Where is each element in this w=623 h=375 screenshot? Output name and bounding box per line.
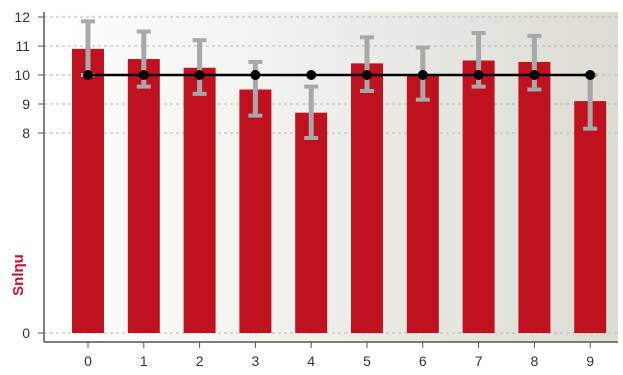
- x-tick-label-5: 5: [363, 353, 371, 369]
- line-point-1: [138, 70, 149, 80]
- line-point-9: [585, 70, 596, 80]
- x-tick-label-7: 7: [475, 353, 483, 369]
- bar-2: [183, 67, 216, 333]
- line-point-2: [194, 70, 205, 80]
- bar-5: [351, 63, 383, 334]
- bar-7: [462, 60, 495, 333]
- y-tick-label-4: 11: [15, 38, 30, 54]
- line-point-7: [473, 70, 484, 80]
- line-point-3: [250, 70, 261, 80]
- x-tick-label-1: 1: [140, 353, 148, 369]
- line-point-8: [529, 70, 540, 80]
- bar-9: [574, 101, 607, 333]
- y-tick-label-5: 12: [14, 9, 30, 25]
- bar-0: [72, 48, 104, 334]
- error-bars: [81, 19, 598, 140]
- line-point-5: [362, 70, 372, 80]
- grid-lines: [38, 16, 618, 334]
- y-tick-label-1: 8: [22, 125, 30, 141]
- bar-6: [406, 75, 439, 333]
- x-tick-label-4: 4: [307, 353, 315, 369]
- y-tick-label-0: 0: [22, 325, 30, 341]
- bar-1: [127, 59, 160, 334]
- bars: [72, 48, 607, 334]
- x-tick-label-9: 9: [586, 353, 594, 369]
- y-axis-label: Snlηu: [10, 254, 27, 296]
- x-tick-label-6: 6: [419, 353, 427, 369]
- reference-line: [83, 70, 596, 80]
- bar-3: [239, 89, 272, 333]
- x-tick-labels: 0 1 2 3 4 5 6 7 8 9: [84, 342, 594, 369]
- bar-8: [518, 61, 551, 333]
- axes: [43, 12, 618, 343]
- y-tick-label-3: 10: [14, 67, 30, 83]
- line-point-6: [417, 70, 428, 80]
- y-tick-label-2: 9: [22, 96, 30, 112]
- x-tick-label-8: 8: [531, 353, 539, 369]
- x-tick-label-3: 3: [252, 353, 260, 369]
- line-point-4: [306, 70, 317, 80]
- line-point-0: [83, 70, 93, 80]
- bar-4: [295, 112, 328, 333]
- y-tick-labels: 0 8 9 10 11 12: [14, 9, 30, 341]
- x-tick-label-2: 2: [196, 353, 204, 369]
- x-tick-label-0: 0: [84, 353, 92, 369]
